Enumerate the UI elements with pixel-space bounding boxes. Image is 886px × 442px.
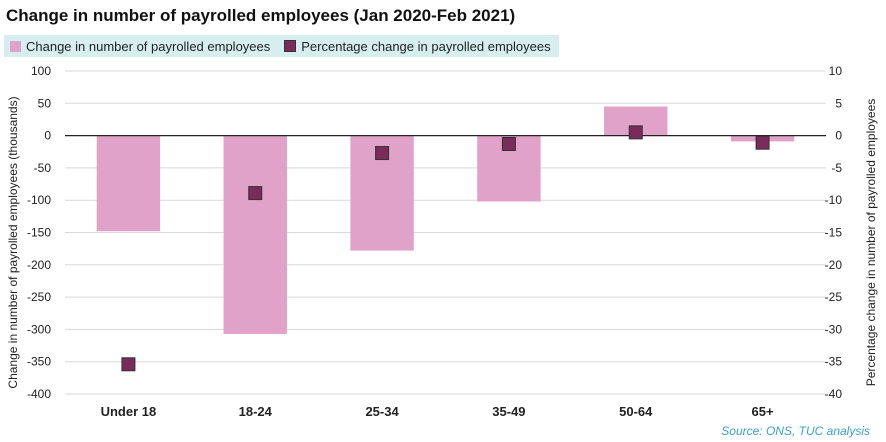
bar: [96, 135, 161, 232]
x-tick-label: 35-49: [492, 404, 525, 419]
y-tick-label: -250: [27, 290, 51, 304]
chart-title: Change in number of payrolled employees …: [6, 6, 516, 25]
y2-tick-label: -20: [825, 258, 843, 272]
y-tick-label: -300: [27, 322, 51, 336]
x-tick-label: Under 18: [101, 404, 157, 419]
legend: Change in number of payrolled employees …: [4, 35, 559, 57]
x-tick-label: 65+: [752, 404, 774, 419]
y-tick-label: -50: [34, 161, 52, 175]
y2-tick-label: -15: [825, 226, 843, 240]
marker-point: [628, 125, 643, 140]
y2-tick-label: -35: [825, 355, 843, 369]
y2-tick-label: -40: [825, 387, 843, 401]
y-tick-label: -150: [27, 226, 51, 240]
x-tick-label: 25-34: [365, 404, 399, 419]
y-tick-label: -400: [27, 387, 51, 401]
marker-point: [121, 357, 136, 372]
legend-item-markers: Percentage change in payrolled employees: [284, 38, 551, 54]
y-tick-label: -200: [27, 258, 51, 272]
source-note: Source: ONS, TUC analysis: [721, 424, 870, 438]
bar: [223, 135, 287, 334]
x-tick-label: 50-64: [619, 404, 653, 419]
y2-tick-label: 5: [835, 96, 842, 110]
x-tick-label: 18-24: [239, 404, 273, 419]
y2-tick-label: 0: [835, 129, 842, 143]
legend-label-bars: Change in number of payrolled employees: [26, 38, 271, 54]
marker-point: [755, 135, 770, 150]
y-tick-label: -350: [27, 355, 51, 369]
y-axis-title: Change in number of payrolled employees …: [6, 96, 20, 388]
y-tick-label: 50: [38, 96, 52, 110]
y2-tick-label: -10: [825, 193, 843, 207]
legend-label-markers: Percentage change in payrolled employees: [301, 38, 551, 54]
y2-tick-label: -25: [825, 290, 843, 304]
marker-point: [501, 136, 516, 151]
marker-point: [375, 146, 390, 161]
marker-point: [248, 186, 263, 201]
y2-tick-label: -5: [831, 161, 842, 175]
y-tick-label: 100: [31, 64, 51, 78]
y2-tick-label: -30: [825, 322, 843, 336]
y-tick-label: -100: [27, 193, 51, 207]
legend-marker-swatch: [284, 40, 297, 52]
y2-axis-title: Percentage change in number of payrolled…: [864, 99, 878, 387]
y2-tick-label: 10: [829, 64, 843, 78]
legend-item-bars: Change in number of payrolled employees: [10, 39, 270, 54]
y-tick-label: 0: [44, 129, 51, 143]
legend-bar-swatch: [10, 40, 21, 52]
